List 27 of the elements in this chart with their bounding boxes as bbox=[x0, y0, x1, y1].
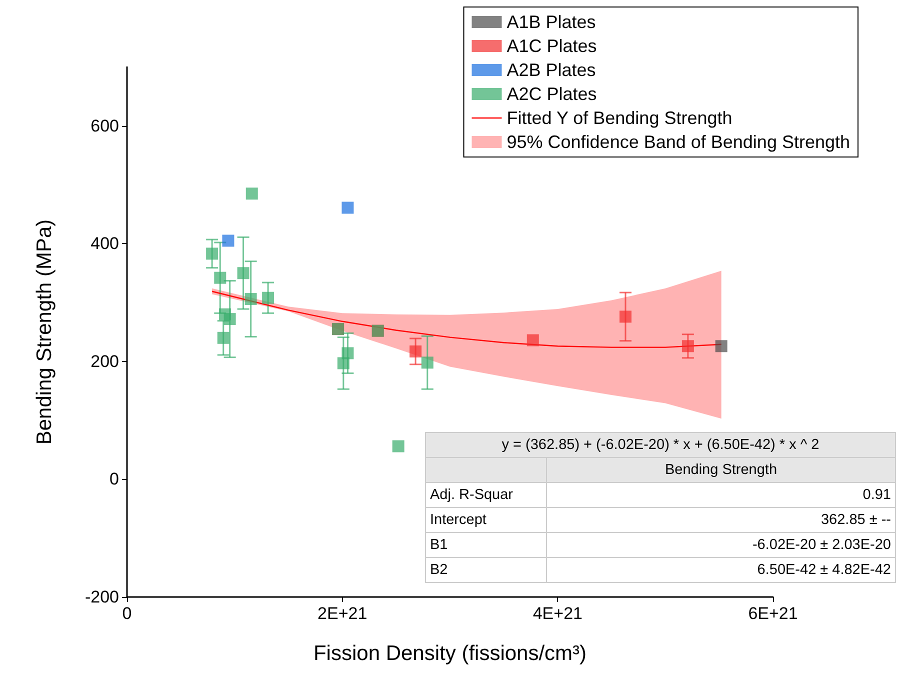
annotation: Bending Strength bbox=[546, 458, 896, 482]
y-tick-label: 200 bbox=[90, 352, 119, 371]
x-tick-label: 2E+21 bbox=[318, 604, 368, 623]
y-tick-label: 0 bbox=[110, 470, 119, 489]
text: 0.91 bbox=[862, 487, 891, 503]
x-axis-title: Fission Density (fissions/cm³) bbox=[313, 642, 587, 665]
annotation: Intercept bbox=[426, 508, 546, 532]
annotation: y = (362.85) + (-6.02E-20) * x + (6.50E-42) * x ^ 2 bbox=[426, 432, 896, 458]
y-tick-label: 400 bbox=[90, 234, 119, 254]
legend-label: A1B Plates bbox=[506, 12, 596, 32]
x-tick-label: 0 bbox=[122, 604, 132, 623]
y-tick-label: 600 bbox=[90, 116, 119, 136]
legend-label: Fitted Y of Bending Strength bbox=[506, 108, 732, 128]
y-tick-label: -200 bbox=[84, 588, 119, 606]
legend-label: A1C Plates bbox=[506, 36, 597, 56]
legend-label: A2C Plates bbox=[506, 84, 597, 104]
annotation: Adj. R-Squar bbox=[426, 482, 546, 508]
y-axis-title: Bending Strength (MPa) bbox=[33, 219, 56, 445]
legend-label: A2B Plates bbox=[506, 60, 596, 80]
annotation: B1 bbox=[426, 532, 546, 558]
annotation: 6.50E-42 ± 4.82E-42 bbox=[546, 558, 896, 582]
x-tick-label: 6E+21 bbox=[748, 604, 798, 623]
legend-label: 95% Confidence Band of Bending Strength bbox=[506, 132, 850, 152]
x-tick-label: 4E+21 bbox=[532, 604, 582, 623]
annotation: -6.02E-20 ± 2.03E-20 bbox=[546, 532, 896, 558]
annotation: B2 bbox=[426, 558, 546, 582]
text: 362.85 ± -- bbox=[820, 512, 891, 528]
